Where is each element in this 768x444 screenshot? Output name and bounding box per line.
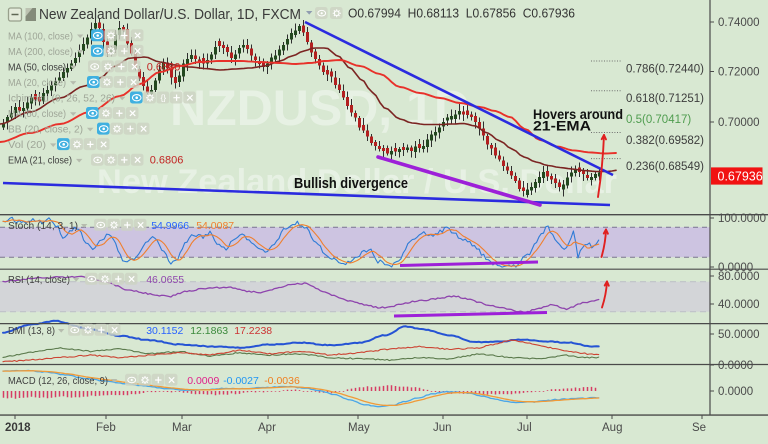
svg-text:0.67936: 0.67936 (718, 170, 763, 184)
svg-text:MA (50, close): MA (50, close) (8, 61, 66, 73)
svg-text:0.618(0.71251): 0.618(0.71251) (626, 93, 704, 105)
svg-text:30.1152: 30.1152 (146, 325, 183, 337)
svg-text:0.70000: 0.70000 (718, 117, 760, 129)
svg-text:Aug: Aug (602, 422, 622, 434)
svg-text:-0.0027: -0.0027 (223, 375, 259, 387)
svg-text:Apr: Apr (258, 422, 276, 434)
svg-text:Se: Se (692, 422, 706, 434)
svg-text:0.74000: 0.74000 (718, 17, 760, 29)
svg-text:0.6806: 0.6806 (150, 155, 184, 167)
svg-text:0.382(0.69582): 0.382(0.69582) (626, 135, 704, 147)
svg-text:NZDUSD, 1D: NZDUSD, 1D (170, 80, 470, 136)
svg-text:-0.0036: -0.0036 (264, 375, 300, 387)
svg-text:New Zealand Dollar/U.S. Dollar: New Zealand Dollar/U.S. Dollar, 1D, FXCM (39, 7, 301, 23)
svg-text:MA (50, close): MA (50, close) (8, 108, 66, 120)
svg-text:12.1863: 12.1863 (190, 325, 228, 337)
svg-text:MA (20, close): MA (20, close) (8, 77, 66, 89)
svg-text:O0.67994 H0.68113 L0.67856: O0.67994 H0.68113 L0.67856 C0.67936 (348, 6, 575, 21)
svg-text:Bullish divergence: Bullish divergence (294, 176, 408, 192)
svg-text:50.0000: 50.0000 (718, 329, 760, 341)
svg-text:21-EMA: 21-EMA (533, 118, 591, 134)
svg-text:0.5(0.70417): 0.5(0.70417) (626, 114, 691, 126)
svg-text:0.786(0.72440): 0.786(0.72440) (626, 63, 704, 75)
svg-text:Feb: Feb (96, 422, 116, 434)
svg-text:Jul: Jul (517, 422, 532, 434)
svg-text:0.0009: 0.0009 (187, 375, 219, 387)
svg-text:54.0087: 54.0087 (196, 220, 234, 232)
svg-text:100.0000: 100.0000 (718, 213, 766, 225)
svg-text:Jun: Jun (433, 422, 452, 434)
svg-text:40.0000: 40.0000 (718, 299, 760, 311)
svg-text:0.236(0.68549): 0.236(0.68549) (626, 161, 704, 173)
svg-text:Ichimoku (9, 26, 52, 26): Ichimoku (9, 26, 52, 26) (8, 93, 115, 105)
svg-text:Stoch (14, 3, 1): Stoch (14, 3, 1) (8, 220, 78, 232)
svg-text:46.0655: 46.0655 (146, 274, 184, 286)
svg-text:{}: {} (160, 93, 166, 103)
svg-text:0.0000: 0.0000 (718, 360, 753, 372)
svg-text:17.2238: 17.2238 (234, 325, 272, 337)
svg-text:DMI (13, 8): DMI (13, 8) (8, 325, 55, 337)
svg-text:MACD (12, 26, close, 9): MACD (12, 26, close, 9) (8, 375, 108, 387)
svg-text:BB (20, close, 2): BB (20, close, 2) (8, 124, 83, 136)
svg-text:MA (100, close): MA (100, close) (8, 30, 73, 42)
svg-text:80.0000: 80.0000 (718, 271, 760, 283)
svg-text:54.9966: 54.9966 (151, 220, 189, 232)
svg-text:Vol (20): Vol (20) (8, 139, 46, 151)
svg-text:MA (200, close): MA (200, close) (8, 46, 73, 58)
svg-text:EMA (21, close): EMA (21, close) (8, 155, 72, 167)
svg-text:0.6880: 0.6880 (147, 61, 181, 73)
svg-text:Mar: Mar (172, 422, 192, 434)
svg-text:0.0000: 0.0000 (718, 262, 753, 274)
svg-text:May: May (348, 422, 370, 434)
svg-text:Hovers around: Hovers around (533, 106, 623, 122)
svg-text:0.72000: 0.72000 (718, 67, 760, 79)
svg-text:2018: 2018 (5, 422, 31, 434)
svg-text:0.0000: 0.0000 (718, 386, 753, 398)
svg-text:RSI (14, close): RSI (14, close) (8, 274, 70, 286)
